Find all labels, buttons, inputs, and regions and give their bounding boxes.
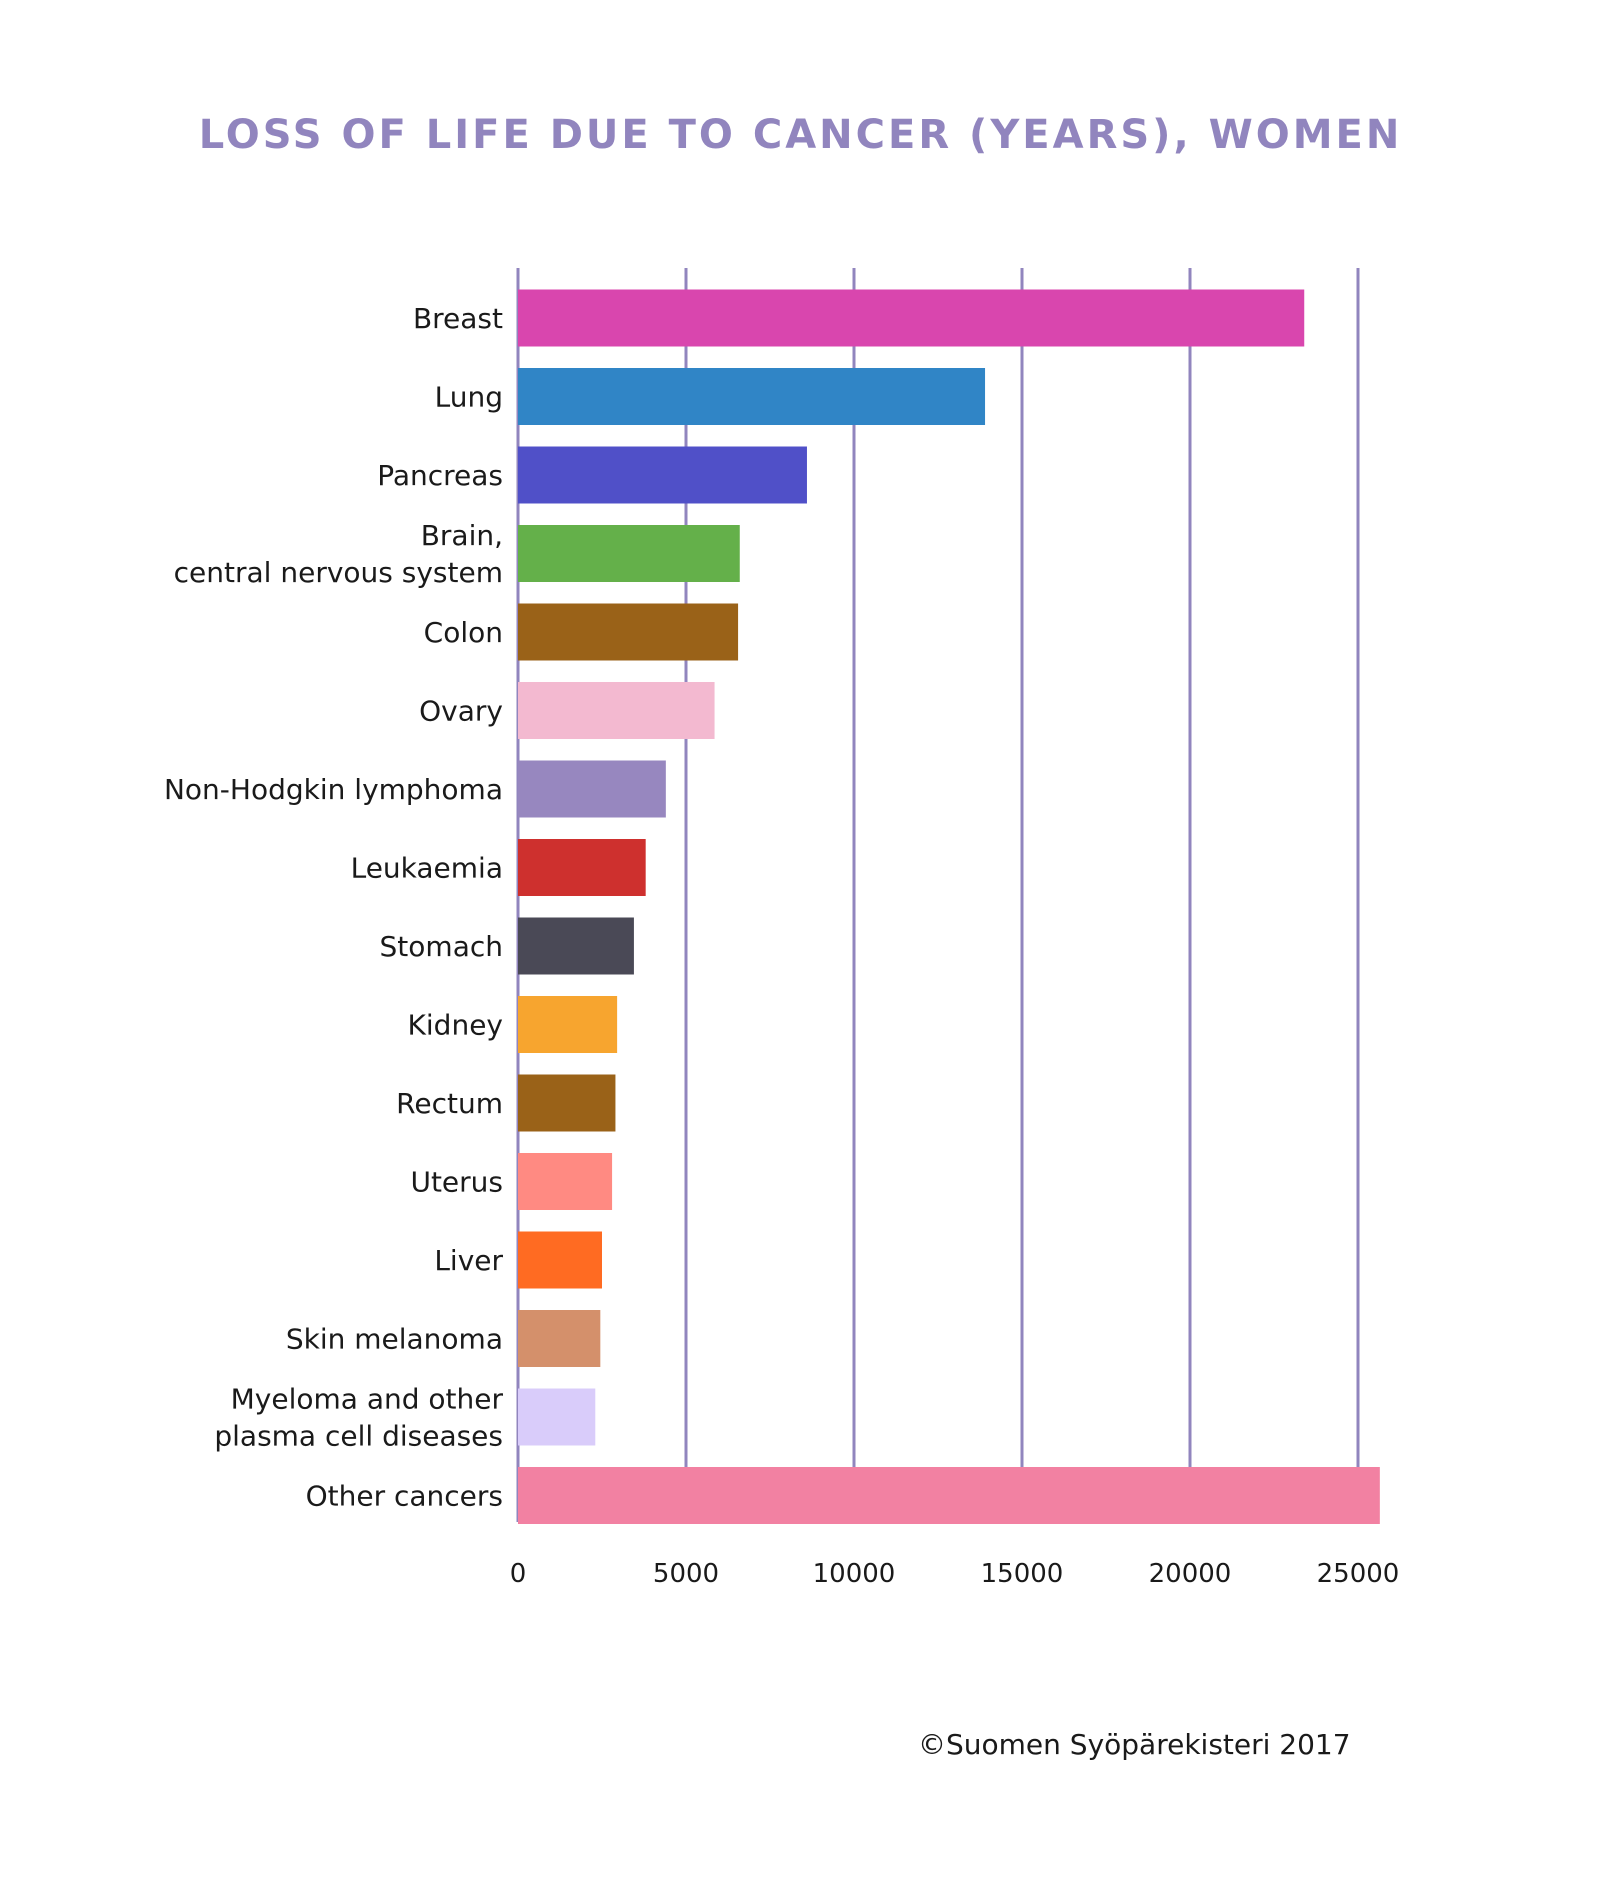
category-label: Breast xyxy=(413,302,503,335)
x-tick-label: 20000 xyxy=(1149,1559,1232,1589)
bar xyxy=(518,682,715,739)
bar xyxy=(518,446,807,504)
bar xyxy=(518,917,634,975)
category-label: Rectum xyxy=(396,1087,503,1120)
category-label: Kidney xyxy=(408,1009,503,1042)
category-label: Colon xyxy=(424,616,503,649)
category-label: Brain, xyxy=(421,519,503,552)
bar xyxy=(518,1467,1380,1524)
category-label: Ovary xyxy=(419,695,503,728)
category-labels: Breast Lung Pancreas Brain, central nervous … xyxy=(164,302,504,1513)
bar xyxy=(518,1231,602,1289)
bar xyxy=(518,1310,601,1367)
chart-title: LOSS OF LIFE DUE TO CANCER (YEARS), WOME… xyxy=(198,112,1403,158)
bar xyxy=(518,839,646,896)
bar xyxy=(518,603,739,661)
bar xyxy=(518,760,666,818)
bar xyxy=(518,1388,596,1446)
category-label: Skin melanoma xyxy=(286,1323,503,1356)
bar xyxy=(518,1074,616,1132)
bar xyxy=(518,1153,613,1210)
copyright-notice: ©Suomen Syöpärekisteri 2017 xyxy=(918,1728,1351,1761)
bar xyxy=(518,996,618,1053)
category-label: Lung xyxy=(435,381,503,414)
category-label: Non-Hodgkin lymphoma xyxy=(164,773,503,806)
category-label: plasma cell diseases xyxy=(214,1420,503,1453)
x-tick-label: 0 xyxy=(510,1559,527,1589)
category-label: Myeloma and other xyxy=(231,1383,504,1416)
bar xyxy=(518,368,986,425)
x-tick-label: 25000 xyxy=(1317,1559,1400,1589)
x-axis-ticks: 0 5000 10000 15000 20000 25000 xyxy=(510,1559,1400,1589)
category-label: central nervous system xyxy=(174,556,503,589)
category-label: Liver xyxy=(434,1244,503,1277)
x-tick-label: 5000 xyxy=(653,1559,719,1589)
bar xyxy=(518,525,740,582)
category-label: Other cancers xyxy=(306,1480,503,1513)
category-label: Uterus xyxy=(410,1166,503,1199)
bars xyxy=(518,289,1380,1524)
x-tick-label: 15000 xyxy=(981,1559,1064,1589)
category-label: Stomach xyxy=(380,930,503,963)
category-label: Pancreas xyxy=(377,459,503,492)
x-tick-label: 10000 xyxy=(813,1559,896,1589)
bar xyxy=(518,289,1305,347)
category-label: Leukaemia xyxy=(351,852,503,885)
